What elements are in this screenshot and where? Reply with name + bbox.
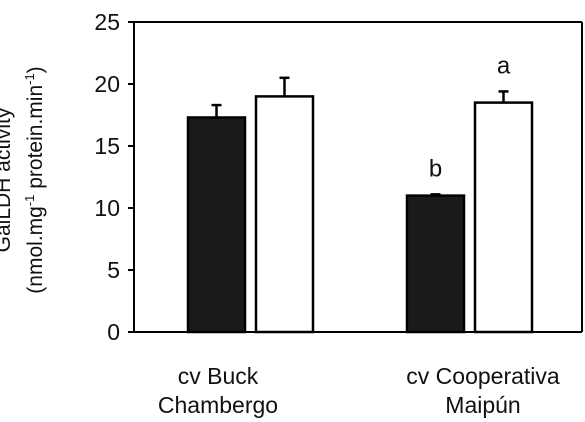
y-tick-label: 20 [94,71,120,97]
y-tick-label: 10 [94,195,120,221]
x-category-label-1-line1: cv Buck [177,363,259,389]
bars: ba [186,52,534,334]
y-tick-label: 5 [107,257,120,283]
bar-series2-group1 [254,95,315,334]
x-category-label-1-line2: Chambergo [157,392,279,418]
significance-letter: a [497,52,511,79]
significance-letter: b [429,155,442,182]
bar-series1-group1 [186,116,247,334]
y-axis-title-line1: GalLDH activity [0,107,15,253]
y-tick-label: 15 [94,133,120,159]
y-tick-label: 0 [107,319,120,345]
x-category-label-2-line2: Maipún [445,392,521,418]
y-axis-title-line2: (nmol.mg-1 protein.min-1) [22,66,47,294]
x-category-label-2: cv Cooperativa Maipún [385,362,581,420]
bar-series2-group2 [473,101,534,334]
x-category-label-2-line1: cv Cooperativa [406,363,560,389]
y-tick-label: 25 [94,9,120,35]
bar-series1-group2 [405,194,466,334]
x-category-label-1: cv Buck Chambergo [148,362,288,420]
y-axis-title: GalLDH activity (nmol.mg-1 protein.min-1… [0,66,47,293]
